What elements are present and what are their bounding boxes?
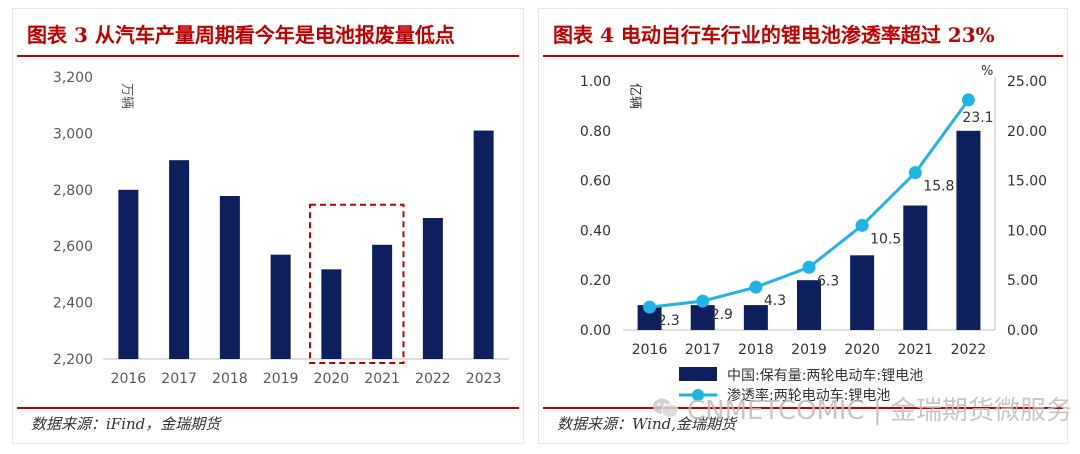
right-line-point-2018 — [749, 280, 763, 294]
left-x-tick-label: 2018 — [212, 371, 248, 387]
left-highlight-box — [309, 203, 405, 364]
right-bar-2020 — [850, 255, 875, 330]
left-x-tick-label: 2020 — [314, 371, 350, 387]
left-x-tick-label: 2023 — [466, 371, 502, 387]
right-left-y-tick-label: 0.20 — [580, 273, 611, 289]
left-y-tick-label: 2,800 — [53, 183, 93, 199]
left-y-tick-label: 3,200 — [53, 70, 93, 86]
right-line-point-2017 — [696, 294, 710, 308]
right-source-divider — [543, 407, 1063, 409]
right-line-point-2016 — [643, 300, 657, 314]
right-right-y-tick-label: 20.00 — [1007, 124, 1047, 140]
right-x-tick-label: 2017 — [685, 342, 721, 358]
right-data-label: 2.3 — [658, 313, 680, 329]
left-bar-2021 — [372, 244, 393, 359]
left-y-tick-label: 3,000 — [53, 126, 93, 142]
left-bar-2019 — [270, 254, 291, 359]
right-line-point-2019 — [802, 260, 816, 274]
legend-bar-label: 中国:保有量:两轮电动车:锂电池 — [727, 367, 923, 384]
legend-line-label: 渗透率:两轮电动车:锂电池 — [727, 387, 890, 404]
right-x-tick-label: 2022 — [951, 342, 987, 358]
right-data-label: 10.5 — [870, 231, 901, 247]
right-left-y-tick-label: 0.00 — [580, 323, 611, 339]
watermark: CNMETCOMIC | 金瑞期货微服务 — [652, 388, 1072, 428]
legend-bar-swatch — [679, 367, 717, 381]
right-chart-title: 图表 4 电动自行车行业的锂电池渗透率超过 23% — [553, 23, 995, 47]
right-bar-2022 — [956, 130, 981, 330]
right-bar-2021 — [903, 205, 928, 330]
left-source-note: 数据来源：iFind，金瑞期货 — [31, 415, 221, 433]
right-left-y-tick-label: 0.60 — [580, 174, 611, 190]
right-line-point-2020 — [855, 218, 869, 232]
right-data-label: 23.1 — [962, 110, 993, 126]
right-combo-chart: 0.00 0.20 0.40 0.60 0.80 1.00 0.00 5.00 10.00 15.… — [580, 64, 1047, 404]
right-x-tick-label: 2018 — [738, 342, 774, 358]
left-bar-2022 — [422, 218, 443, 359]
left-bar-2016 — [118, 189, 139, 359]
left-bar-2018 — [219, 196, 240, 359]
right-chart-panel: 图表 4 电动自行车行业的锂电池渗透率超过 23% 0.00 0.20 0.40 0.… — [538, 8, 1068, 444]
left-x-tick-label: 2016 — [111, 371, 147, 387]
left-chart-title: 图表 3 从汽车产量周期看今年是电池报废量低点 — [27, 23, 455, 47]
left-y-unit-label: 万辆 — [119, 83, 134, 109]
right-x-tick-label: 2021 — [897, 342, 933, 358]
right-right-y-tick-label: 10.00 — [1007, 223, 1047, 239]
left-y-tick-label: 2,400 — [53, 296, 93, 312]
right-right-unit-label: % — [981, 64, 993, 79]
right-x-tick-label: 2019 — [791, 342, 827, 358]
left-bar-chart: 2,200 2,400 2,600 2,800 3,000 3,200 万辆 2016 2017… — [53, 70, 509, 387]
right-line-point-2021 — [908, 166, 922, 180]
left-y-tick-label: 2,200 — [53, 352, 93, 368]
right-left-unit-label: 亿辆 — [627, 83, 642, 109]
wechat-icon — [652, 398, 679, 418]
right-x-tick-label: 2016 — [632, 342, 668, 358]
right-x-tick-label: 2020 — [844, 342, 880, 358]
right-bar-2019 — [797, 280, 821, 330]
left-x-tick-label: 2021 — [364, 371, 400, 387]
right-data-label: 15.8 — [923, 179, 954, 195]
right-title-divider — [543, 55, 1063, 57]
watermark-text: CNMETCOMIC | 金瑞期货微服务 — [687, 395, 1072, 426]
right-right-y-tick-label: 5.00 — [1007, 273, 1038, 289]
right-data-label: 2.9 — [711, 307, 733, 323]
right-left-y-tick-label: 1.00 — [580, 74, 611, 90]
left-bar-2023 — [473, 130, 494, 359]
right-left-y-tick-label: 0.80 — [580, 124, 611, 140]
right-data-label: 6.3 — [817, 273, 839, 289]
right-bar-2018 — [743, 305, 768, 330]
left-title-divider — [17, 55, 519, 57]
right-source-note: 数据来源：Wind,金瑞期货 — [557, 415, 736, 433]
right-right-y-tick-label: 0.00 — [1007, 323, 1038, 339]
right-right-y-tick-label: 25.00 — [1007, 74, 1047, 90]
left-bar-2017 — [169, 160, 190, 359]
legend-line-marker — [692, 389, 704, 401]
right-left-y-tick-label: 0.40 — [580, 223, 611, 239]
left-x-tick-label: 2022 — [415, 371, 451, 387]
left-chart-panel: 图表 3 从汽车产量周期看今年是电池报废量低点 2,200 2,400 2,600 2… — [12, 8, 524, 444]
right-right-y-tick-label: 15.00 — [1007, 174, 1047, 190]
left-y-tick-label: 2,600 — [53, 239, 93, 255]
left-bar-2020 — [321, 269, 342, 359]
left-source-divider — [17, 407, 519, 409]
left-x-tick-label: 2019 — [263, 371, 299, 387]
right-bar-2017 — [690, 305, 715, 330]
right-line-point-2022 — [961, 93, 975, 107]
right-data-label: 4.3 — [764, 293, 786, 309]
left-x-tick-label: 2017 — [161, 371, 197, 387]
